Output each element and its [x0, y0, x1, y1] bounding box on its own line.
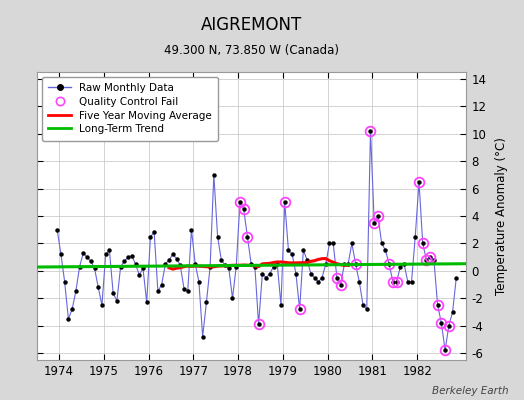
Text: Berkeley Earth: Berkeley Earth: [432, 386, 508, 396]
Text: 49.300 N, 73.850 W (Canada): 49.300 N, 73.850 W (Canada): [164, 44, 339, 57]
Legend: Raw Monthly Data, Quality Control Fail, Five Year Moving Average, Long-Term Tren: Raw Monthly Data, Quality Control Fail, …: [42, 77, 219, 141]
Text: AIGREMONT: AIGREMONT: [201, 16, 302, 34]
Y-axis label: Temperature Anomaly (°C): Temperature Anomaly (°C): [495, 137, 508, 295]
